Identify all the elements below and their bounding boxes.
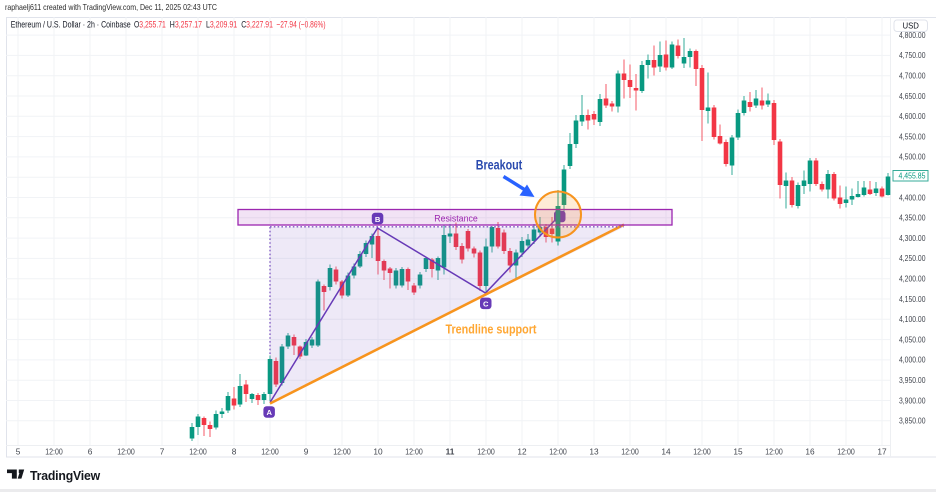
svg-text:Ethereum / U.S. Dollar · 2h ·: Ethereum / U.S. Dollar · 2h · Coinbase <box>11 19 131 30</box>
svg-text:4,300.00: 4,300.00 <box>899 233 926 243</box>
svg-text:Breakout: Breakout <box>476 158 523 173</box>
svg-text:12:00: 12:00 <box>117 447 135 457</box>
svg-text:3,850.00: 3,850.00 <box>899 416 926 426</box>
svg-text:4,000.00: 4,000.00 <box>899 355 926 365</box>
svg-text:−27.94 (−0.86%): −27.94 (−0.86%) <box>276 19 325 30</box>
svg-text:4,200.00: 4,200.00 <box>899 274 926 284</box>
svg-text:12:00: 12:00 <box>477 447 495 457</box>
svg-text:13: 13 <box>589 447 599 457</box>
svg-text:3,900.00: 3,900.00 <box>899 395 926 405</box>
svg-text:4,650.00: 4,650.00 <box>899 91 926 101</box>
svg-text:4,100.00: 4,100.00 <box>899 314 926 324</box>
svg-text:4,250.00: 4,250.00 <box>899 253 926 263</box>
svg-text:12:00: 12:00 <box>261 447 279 457</box>
svg-text:17: 17 <box>877 447 887 457</box>
svg-text:4,550.00: 4,550.00 <box>899 131 926 141</box>
svg-text:4,400.00: 4,400.00 <box>899 192 926 202</box>
svg-text:5: 5 <box>16 447 21 457</box>
svg-text:9: 9 <box>304 447 309 457</box>
svg-text:C: C <box>483 300 489 309</box>
svg-text:12:00: 12:00 <box>189 447 207 457</box>
svg-text:3,950.00: 3,950.00 <box>899 375 926 385</box>
svg-text:C3,227.91: C3,227.91 <box>241 19 273 30</box>
svg-text:12:00: 12:00 <box>333 447 351 457</box>
svg-text:12:00: 12:00 <box>549 447 567 457</box>
svg-text:16: 16 <box>805 447 815 457</box>
svg-text:4,350.00: 4,350.00 <box>899 213 926 223</box>
svg-text:12:00: 12:00 <box>693 447 711 457</box>
svg-text:12:00: 12:00 <box>621 447 639 457</box>
svg-text:12:00: 12:00 <box>405 447 423 457</box>
svg-text:11: 11 <box>446 447 455 457</box>
svg-text:4,750.00: 4,750.00 <box>899 50 926 60</box>
svg-text:4,800.00: 4,800.00 <box>899 30 926 40</box>
svg-text:12:00: 12:00 <box>765 447 783 457</box>
svg-text:8: 8 <box>232 447 237 457</box>
svg-text:7: 7 <box>160 447 165 457</box>
svg-text:TradingView: TradingView <box>30 468 100 483</box>
svg-text:A: A <box>266 408 272 417</box>
svg-text:4,455.85: 4,455.85 <box>899 171 926 181</box>
svg-text:4,700.00: 4,700.00 <box>899 71 926 81</box>
svg-text:raphaelj611 created with Tradi: raphaelj611 created with TradingView.com… <box>5 2 217 12</box>
svg-text:4,050.00: 4,050.00 <box>899 334 926 344</box>
svg-text:6: 6 <box>88 447 93 457</box>
svg-text:12:00: 12:00 <box>837 447 855 457</box>
svg-text:12:00: 12:00 <box>45 447 63 457</box>
svg-text:L3,209.91: L3,209.91 <box>206 19 237 30</box>
svg-text:B: B <box>375 215 381 224</box>
svg-text:H3,257.17: H3,257.17 <box>170 19 202 30</box>
svg-text:Resistance: Resistance <box>434 214 478 224</box>
svg-text:14: 14 <box>661 447 671 457</box>
svg-text:4,600.00: 4,600.00 <box>899 111 926 121</box>
svg-text:15: 15 <box>733 447 743 457</box>
svg-text:O3,255.71: O3,255.71 <box>134 19 166 30</box>
svg-text:USD: USD <box>902 21 919 30</box>
svg-text:Trendline support: Trendline support <box>446 322 538 337</box>
svg-text:10: 10 <box>373 447 383 457</box>
svg-text:4,500.00: 4,500.00 <box>899 152 926 162</box>
svg-text:12: 12 <box>517 447 527 457</box>
svg-text:4,150.00: 4,150.00 <box>899 294 926 304</box>
